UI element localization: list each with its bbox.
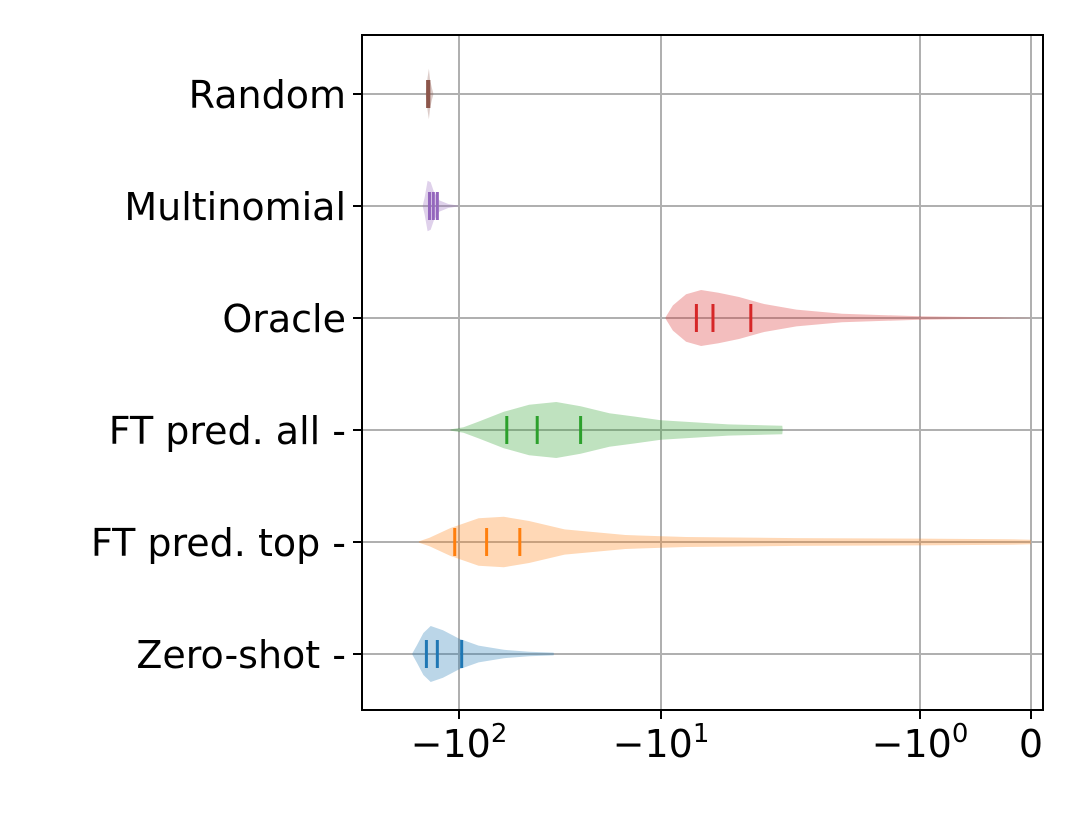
x-tick-label: −100 — [872, 719, 969, 766]
violin-body — [450, 402, 783, 458]
violin-body — [665, 290, 1031, 346]
frame-layer — [353, 34, 1044, 719]
category-label: FT pred. top - — [91, 521, 346, 565]
violin-body — [418, 516, 1031, 568]
category-label: Random — [189, 73, 346, 117]
violin-body — [412, 626, 554, 682]
axes-frame — [361, 34, 1044, 711]
category-label: Zero-shot - — [136, 633, 346, 677]
category-label: Multinomial — [124, 185, 346, 229]
x-tick-label: 0 — [1019, 722, 1043, 766]
label-layer: Random Multinomial Oracle FT pred. all - FT … — [91, 73, 1043, 766]
x-tick-label: −101 — [613, 719, 710, 766]
x-tick-label: −102 — [411, 719, 508, 766]
category-label: FT pred. all - — [109, 409, 346, 453]
grid-layer — [362, 35, 1043, 710]
violin-layer — [412, 68, 1031, 682]
category-label: Oracle — [222, 297, 346, 341]
